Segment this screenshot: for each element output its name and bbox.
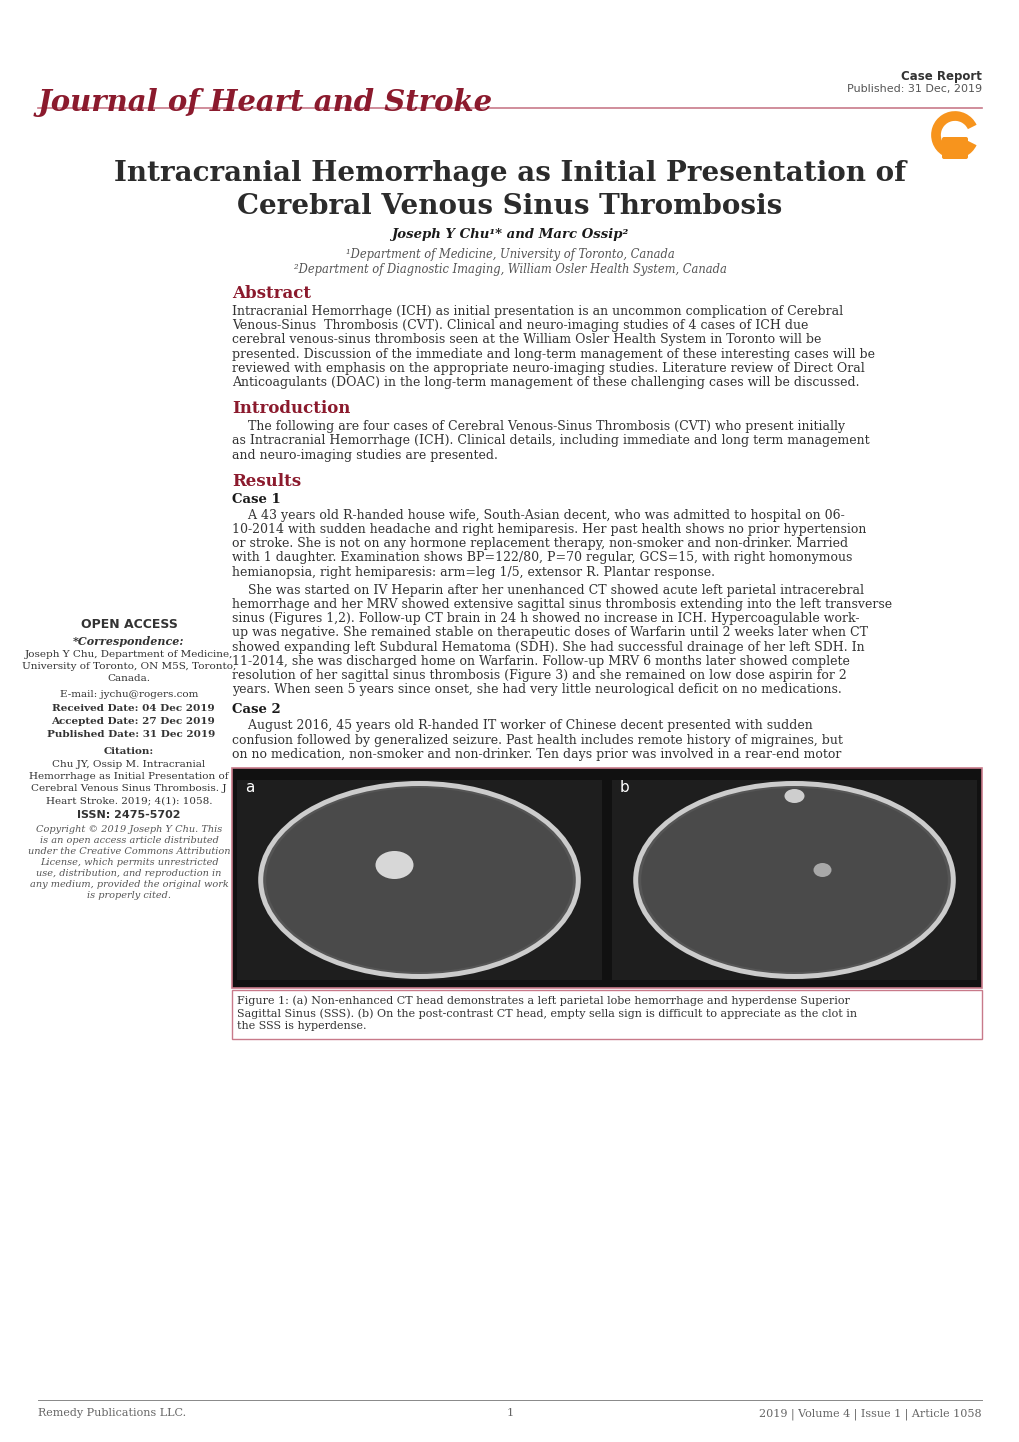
Text: cerebral venous-sinus thrombosis seen at the William Osler Health System in Toro: cerebral venous-sinus thrombosis seen at… [231, 333, 820, 346]
Text: on no medication, non-smoker and non-drinker. Ten days prior was involved in a r: on no medication, non-smoker and non-dri… [231, 748, 841, 761]
Text: 2019 | Volume 4 | Issue 1 | Article 1058: 2019 | Volume 4 | Issue 1 | Article 1058 [758, 1407, 981, 1419]
Text: Intracranial Hemorrhage (ICH) as initial presentation is an uncommon complicatio: Intracranial Hemorrhage (ICH) as initial… [231, 306, 843, 319]
Text: sinus (Figures 1,2). Follow-up CT brain in 24 h showed no increase in ICH. Hyper: sinus (Figures 1,2). Follow-up CT brain … [231, 613, 859, 626]
Text: 11-2014, she was discharged home on Warfarin. Follow-up MRV 6 months later showe: 11-2014, she was discharged home on Warf… [231, 655, 849, 668]
Text: showed expanding left Subdural Hematoma (SDH). She had successful drainage of he: showed expanding left Subdural Hematoma … [231, 640, 864, 653]
Text: Intracranial Hemorrhage as Initial Presentation of: Intracranial Hemorrhage as Initial Prese… [114, 160, 905, 187]
Text: confusion followed by generalized seizure. Past health includes remote history o: confusion followed by generalized seizur… [231, 734, 842, 747]
Text: Case Report: Case Report [900, 71, 981, 84]
Text: License, which permits unrestricted: License, which permits unrestricted [40, 858, 218, 867]
Text: Chu JY, Ossip M. Intracranial: Chu JY, Ossip M. Intracranial [52, 760, 206, 769]
Text: Heart Stroke. 2019; 4(1): 1058.: Heart Stroke. 2019; 4(1): 1058. [46, 796, 212, 805]
Text: reviewed with emphasis on the appropriate neuro-imaging studies. Literature revi: reviewed with emphasis on the appropriat… [231, 362, 864, 375]
Text: any medium, provided the original work: any medium, provided the original work [30, 880, 228, 890]
Ellipse shape [638, 786, 950, 973]
Text: Sagittal Sinus (SSS). (b) On the post-contrast CT head, empty sella sign is diff: Sagittal Sinus (SSS). (b) On the post-co… [236, 1008, 856, 1018]
Text: and neuro-imaging studies are presented.: and neuro-imaging studies are presented. [231, 448, 497, 461]
Text: years. When seen 5 years since onset, she had very little neurological deficit o: years. When seen 5 years since onset, sh… [231, 684, 841, 696]
Ellipse shape [641, 787, 947, 972]
Text: a: a [245, 780, 254, 795]
Text: ¹Department of Medicine, University of Toronto, Canada: ¹Department of Medicine, University of T… [345, 248, 674, 261]
Text: The following are four cases of Cerebral Venous-Sinus Thrombosis (CVT) who prese: The following are four cases of Cerebral… [231, 420, 845, 433]
Text: A 43 years old R-handed house wife, South-Asian decent, who was admitted to hosp: A 43 years old R-handed house wife, Sout… [231, 509, 844, 522]
Text: as Intracranial Hemorrhage (ICH). Clinical details, including immediate and long: as Intracranial Hemorrhage (ICH). Clinic… [231, 434, 869, 447]
FancyBboxPatch shape [231, 769, 981, 988]
Text: Introduction: Introduction [231, 401, 351, 417]
Ellipse shape [258, 782, 580, 979]
Text: Accepted Date: 27 Dec 2019: Accepted Date: 27 Dec 2019 [51, 717, 215, 725]
Text: Published: 31 Dec, 2019: Published: 31 Dec, 2019 [846, 84, 981, 94]
Ellipse shape [813, 862, 830, 877]
Text: the SSS is hyperdense.: the SSS is hyperdense. [236, 1021, 366, 1031]
Text: *Correspondence:: *Correspondence: [73, 636, 184, 647]
FancyBboxPatch shape [942, 137, 967, 159]
Text: Venous-Sinus  Thrombosis (CVT). Clinical and neuro-imaging studies of 4 cases of: Venous-Sinus Thrombosis (CVT). Clinical … [231, 319, 808, 332]
Text: Journal of Heart and Stroke: Journal of Heart and Stroke [38, 88, 492, 117]
Text: ISSN: 2475-5702: ISSN: 2475-5702 [77, 810, 180, 820]
Ellipse shape [375, 851, 413, 880]
Ellipse shape [633, 782, 955, 979]
Ellipse shape [266, 787, 573, 972]
Text: University of Toronto, ON M5S, Toronto,: University of Toronto, ON M5S, Toronto, [21, 662, 235, 671]
Text: Cerebral Venous Sinus Thrombosis. J: Cerebral Venous Sinus Thrombosis. J [32, 784, 226, 793]
Text: Cerebral Venous Sinus Thrombosis: Cerebral Venous Sinus Thrombosis [237, 193, 782, 221]
Text: Hemorrhage as Initial Presentation of: Hemorrhage as Initial Presentation of [30, 771, 228, 782]
Ellipse shape [784, 789, 804, 803]
Text: is properly cited.: is properly cited. [87, 891, 171, 900]
Text: Canada.: Canada. [107, 673, 151, 684]
Text: Copyright © 2019 Joseph Y Chu. This: Copyright © 2019 Joseph Y Chu. This [36, 825, 222, 833]
Ellipse shape [263, 786, 576, 973]
Text: ²Department of Diagnostic Imaging, William Osler Health System, Canada: ²Department of Diagnostic Imaging, Willi… [293, 262, 726, 275]
Text: hemianopsia, right hemiparesis: arm=leg 1/5, extensor R. Plantar response.: hemianopsia, right hemiparesis: arm=leg … [231, 565, 714, 578]
FancyBboxPatch shape [611, 780, 976, 981]
FancyBboxPatch shape [236, 780, 601, 981]
Text: hemorrhage and her MRV showed extensive sagittal sinus thrombosis extending into: hemorrhage and her MRV showed extensive … [231, 598, 892, 611]
Text: 1: 1 [506, 1407, 513, 1417]
Text: Joseph Y Chu, Department of Medicine,: Joseph Y Chu, Department of Medicine, [24, 650, 233, 659]
Text: Published Date: 31 Dec 2019: Published Date: 31 Dec 2019 [47, 730, 215, 738]
Ellipse shape [266, 787, 573, 972]
Text: or stroke. She is not on any hormone replacement therapy, non-smoker and non-dri: or stroke. She is not on any hormone rep… [231, 538, 847, 551]
Text: under the Creative Commons Attribution: under the Creative Commons Attribution [28, 846, 230, 857]
Text: b: b [620, 780, 629, 795]
Text: Joseph Y Chu¹* and Marc Ossip²: Joseph Y Chu¹* and Marc Ossip² [391, 228, 628, 241]
Text: use, distribution, and reproduction in: use, distribution, and reproduction in [37, 870, 221, 878]
Text: Results: Results [231, 473, 301, 490]
Text: resolution of her sagittal sinus thrombosis (Figure 3) and she remained on low d: resolution of her sagittal sinus thrombo… [231, 669, 846, 682]
Text: Citation:: Citation: [104, 747, 154, 756]
Text: with 1 daughter. Examination shows BP=122/80, P=70 regular, GCS=15, with right h: with 1 daughter. Examination shows BP=12… [231, 551, 852, 564]
Text: E-mail: jychu@rogers.com: E-mail: jychu@rogers.com [60, 691, 198, 699]
Text: She was started on IV Heparin after her unenhanced CT showed acute left parietal: She was started on IV Heparin after her … [231, 584, 863, 597]
Text: Case 2: Case 2 [231, 704, 280, 717]
Text: Case 1: Case 1 [231, 493, 280, 506]
Text: Figure 1: (a) Non-enhanced CT head demonstrates a left parietal lobe hemorrhage : Figure 1: (a) Non-enhanced CT head demon… [236, 995, 849, 1005]
Text: 10-2014 with sudden headache and right hemiparesis. Her past health shows no pri: 10-2014 with sudden headache and right h… [231, 523, 865, 536]
Text: Anticoagulants (DOAC) in the long-term management of these challenging cases wil: Anticoagulants (DOAC) in the long-term m… [231, 376, 859, 389]
Text: Remedy Publications LLC.: Remedy Publications LLC. [38, 1407, 185, 1417]
Text: Received Date: 04 Dec 2019: Received Date: 04 Dec 2019 [52, 704, 215, 712]
Text: Abstract: Abstract [231, 286, 311, 301]
Text: up was negative. She remained stable on therapeutic doses of Warfarin until 2 we: up was negative. She remained stable on … [231, 626, 867, 639]
Text: August 2016, 45 years old R-handed IT worker of Chinese decent presented with su: August 2016, 45 years old R-handed IT wo… [231, 720, 812, 733]
Text: presented. Discussion of the immediate and long-term management of these interes: presented. Discussion of the immediate a… [231, 348, 874, 360]
Text: is an open access article distributed: is an open access article distributed [40, 836, 218, 845]
Text: OPEN ACCESS: OPEN ACCESS [81, 619, 177, 632]
